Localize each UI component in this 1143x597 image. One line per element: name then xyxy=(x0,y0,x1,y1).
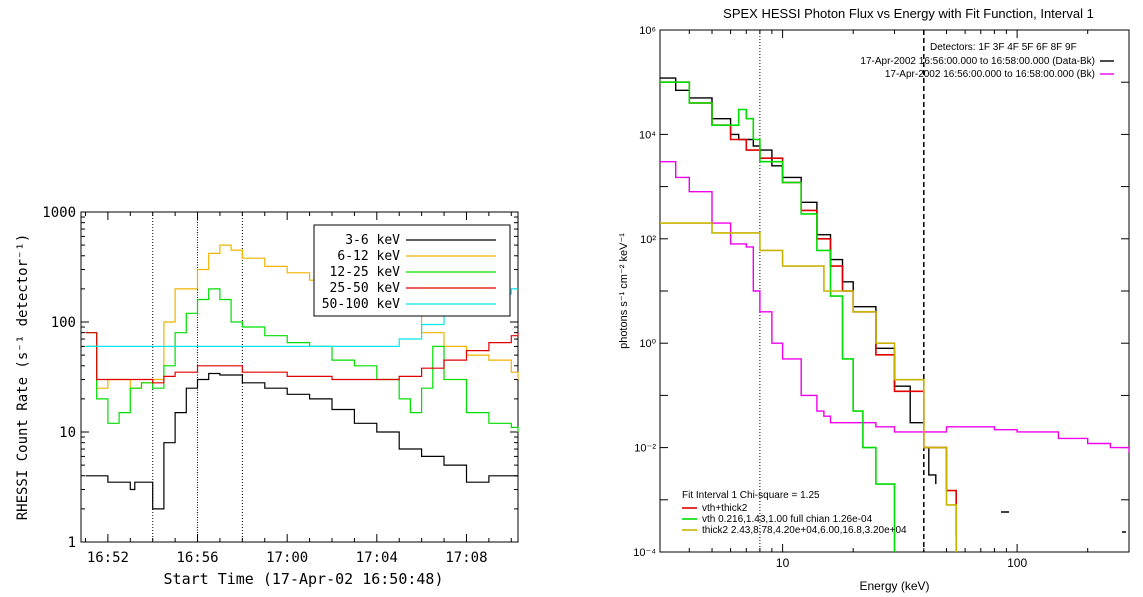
fit-header: Fit Interval 1 Chi-square = 1.25 xyxy=(682,490,820,501)
left-x-tick-label: 17:08 xyxy=(445,550,487,566)
right-y-tick-label: 10⁻⁴ xyxy=(633,547,656,559)
right-series-line xyxy=(660,222,957,552)
right-x-tick-label: 100 xyxy=(1007,556,1027,570)
left-legend-label: 25-50 keV xyxy=(330,281,401,296)
right-x-tick-label: 10 xyxy=(776,556,790,570)
left-x-tick-label: 17:04 xyxy=(356,550,398,566)
left-legend-label: 6-12 keV xyxy=(337,249,400,264)
fit-legend-label: vth 0.216,1.43,1.00 full chian 1.26e-04 xyxy=(702,514,873,525)
fit-legend-label: vth+thick2 xyxy=(702,503,748,514)
right-y-tick-label: 10⁰ xyxy=(639,338,656,350)
right-plot-frame xyxy=(659,29,1130,553)
left-x-axis-label: Start Time (17-Apr-02 16:50:48) xyxy=(164,570,444,588)
right-y-tick-label: 10⁴ xyxy=(639,129,656,141)
right-series-line xyxy=(660,77,937,485)
left-legend-label: 3-6 keV xyxy=(345,233,400,248)
right-legend-label: 17-Apr-2002 16:56:00.000 to 16:58:00.000… xyxy=(885,69,1095,80)
right-y-tick-label: 10⁻² xyxy=(634,443,656,455)
fit-legend-label: thick2 2.43,8.78,4.20e+04,6.00,16.8,3.20… xyxy=(702,525,907,536)
right-legend-label: 17-Apr-2002 16:56:00.000 to 16:58:00.000… xyxy=(860,56,1095,67)
right-y-tick-label: 10⁶ xyxy=(639,25,656,37)
left-legend-label: 12-25 keV xyxy=(330,265,401,280)
right-x-axis-label: Energy (keV) xyxy=(859,579,929,593)
right-y-tick-label: 10² xyxy=(640,234,656,246)
right-series-line xyxy=(660,81,957,537)
left-y-tick-label: 10 xyxy=(59,425,76,441)
left-y-tick-label: 100 xyxy=(51,315,76,331)
left-series-line xyxy=(85,332,519,384)
right-series-line xyxy=(660,161,1130,453)
left-x-tick-label: 17:00 xyxy=(266,550,308,566)
left-y-tick-label: 1000 xyxy=(42,205,76,221)
right-chart-title: SPEX HESSI Photon Flux vs Energy with Fi… xyxy=(723,6,1094,21)
left-y-tick-label: 1 xyxy=(68,535,76,551)
right-y-axis-label: photons s⁻¹ cm⁻² keV⁻¹ xyxy=(618,233,630,349)
left-series-line xyxy=(85,372,518,510)
detectors-label: Detectors: 1F 3F 4F 5F 6F 8F 9F xyxy=(930,42,1077,53)
left-x-tick-label: 16:52 xyxy=(87,550,129,566)
left-x-tick-label: 16:56 xyxy=(176,550,218,566)
right-series-line xyxy=(660,81,896,552)
left-series-line xyxy=(85,288,519,432)
left-legend-label: 50-100 keV xyxy=(322,297,400,312)
left-y-axis-label: RHESSI Count Rate (s⁻¹ detector⁻¹) xyxy=(15,234,31,521)
